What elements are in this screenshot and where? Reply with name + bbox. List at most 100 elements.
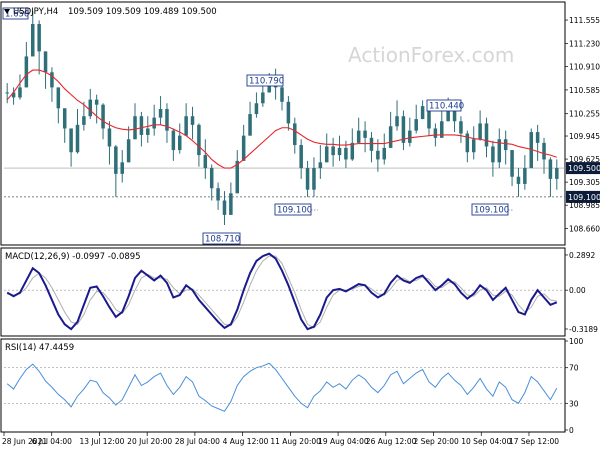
x-tick-label: 28 Jul 04:00	[175, 437, 220, 446]
candle-body	[369, 137, 374, 151]
candle-body	[401, 116, 406, 143]
candle-body	[209, 168, 214, 189]
candle-body	[484, 123, 489, 147]
candle-body	[177, 135, 182, 151]
price-annotation: 109.100	[471, 203, 514, 216]
candle-body	[433, 128, 438, 138]
candle-body	[197, 124, 201, 156]
moving-average-line	[6, 69, 557, 169]
x-tick-label: 19 Aug 04:00	[318, 437, 369, 446]
candle-body	[363, 130, 367, 138]
candle-body	[471, 139, 476, 153]
candle-body	[37, 24, 41, 52]
candle-body	[459, 121, 463, 134]
price-annotation: 108.710	[202, 232, 241, 245]
candle-body	[126, 139, 131, 163]
x-tick-label: 11 Aug 20:00	[270, 437, 321, 446]
candle-body	[107, 128, 112, 147]
price-tick-label: 109.305	[569, 178, 600, 187]
x-tick-label: 13 Jul 12:00	[79, 437, 124, 446]
price-annotation: 110.790	[246, 74, 284, 87]
candle-body	[420, 106, 425, 120]
candle-body	[318, 162, 323, 169]
candle-body	[101, 104, 105, 129]
candle-body	[286, 101, 291, 124]
candle-body	[478, 123, 482, 140]
annotation-box	[274, 203, 312, 216]
candle-body	[56, 87, 61, 109]
symbol-label: USDJPY,H4	[13, 7, 58, 17]
price-tick-label: 109.625	[569, 155, 600, 164]
macd-layer	[4, 252, 565, 331]
candle-body	[24, 56, 29, 88]
candle-body	[446, 109, 450, 122]
candle-body	[337, 147, 342, 156]
candle-body	[497, 139, 502, 163]
candle-body	[523, 168, 527, 184]
candle-body	[542, 142, 546, 160]
macd-signal-line	[7, 255, 557, 329]
x-tick-label: 10 Sep 04:00	[461, 437, 511, 446]
rsi-layer	[4, 362, 565, 412]
price-annotation: 1.650	[2, 7, 30, 20]
macd-tick-label: 0.00	[569, 286, 586, 295]
candle-body	[69, 128, 73, 153]
annotation-box	[426, 99, 462, 112]
rsi-tick-label: 100	[569, 337, 584, 346]
annotation-label: 108.710	[205, 235, 240, 245]
support-price-label: 109.100	[568, 193, 600, 202]
rsi-line	[6, 362, 558, 412]
candle-body	[229, 193, 233, 215]
rsi-panel	[0, 338, 566, 433]
price-tick-label: 110.255	[569, 110, 600, 119]
x-tick-label: 4 Aug 12:00	[223, 437, 269, 446]
candle-body	[350, 142, 355, 160]
rsi-title: RSI(14) 47.4459	[5, 343, 74, 353]
annotation-box	[202, 232, 241, 245]
candle-body	[158, 109, 163, 118]
candle-body	[382, 147, 387, 160]
annotation-label: 110.440	[429, 102, 464, 112]
annotation-label: 109.100	[474, 206, 509, 216]
price-tick-label: 109.945	[569, 132, 600, 141]
candle-body	[241, 135, 246, 161]
annotation-label: 1.650	[5, 10, 29, 20]
candle-body	[114, 146, 118, 174]
candle-body	[254, 103, 259, 115]
macd-line	[6, 252, 558, 331]
candle-body	[11, 92, 16, 98]
candle-body	[344, 147, 348, 160]
x-tick-label: 2 Sep 20:00	[414, 437, 460, 446]
candle-body	[152, 117, 156, 129]
candle-body	[280, 87, 284, 102]
candle-body	[293, 123, 297, 146]
candle-body	[120, 162, 124, 174]
price-tick-label: 108.985	[569, 201, 600, 210]
watermark: ActionForex.com	[348, 43, 514, 67]
annotation-box	[471, 203, 509, 216]
candle-body	[503, 139, 508, 151]
candle-body	[516, 176, 521, 184]
annotation-label: 110.790	[249, 77, 284, 87]
rsi-tick-label: 0	[569, 426, 574, 435]
candle-body	[88, 99, 93, 117]
macd-panel	[0, 247, 566, 337]
candle-body	[222, 200, 227, 215]
candle-body	[31, 24, 35, 57]
candle-body	[146, 128, 150, 135]
candle-body	[94, 99, 99, 105]
candle-body	[395, 116, 399, 127]
candle-body	[165, 109, 169, 131]
candle-body	[376, 150, 380, 160]
dropdown-arrow-icon[interactable]	[4, 9, 10, 14]
macd-tick-label: 0.2892	[569, 251, 595, 260]
candle-body	[62, 108, 67, 129]
candle-body	[491, 146, 495, 163]
candle-body	[324, 146, 329, 163]
price-annotation: 109.100	[274, 203, 318, 216]
macd-title: MACD(12,26,9) -0.0997 -0.0895	[5, 252, 141, 262]
candle-body	[548, 159, 553, 179]
candle-body	[43, 51, 48, 73]
current-price-box	[566, 162, 600, 175]
